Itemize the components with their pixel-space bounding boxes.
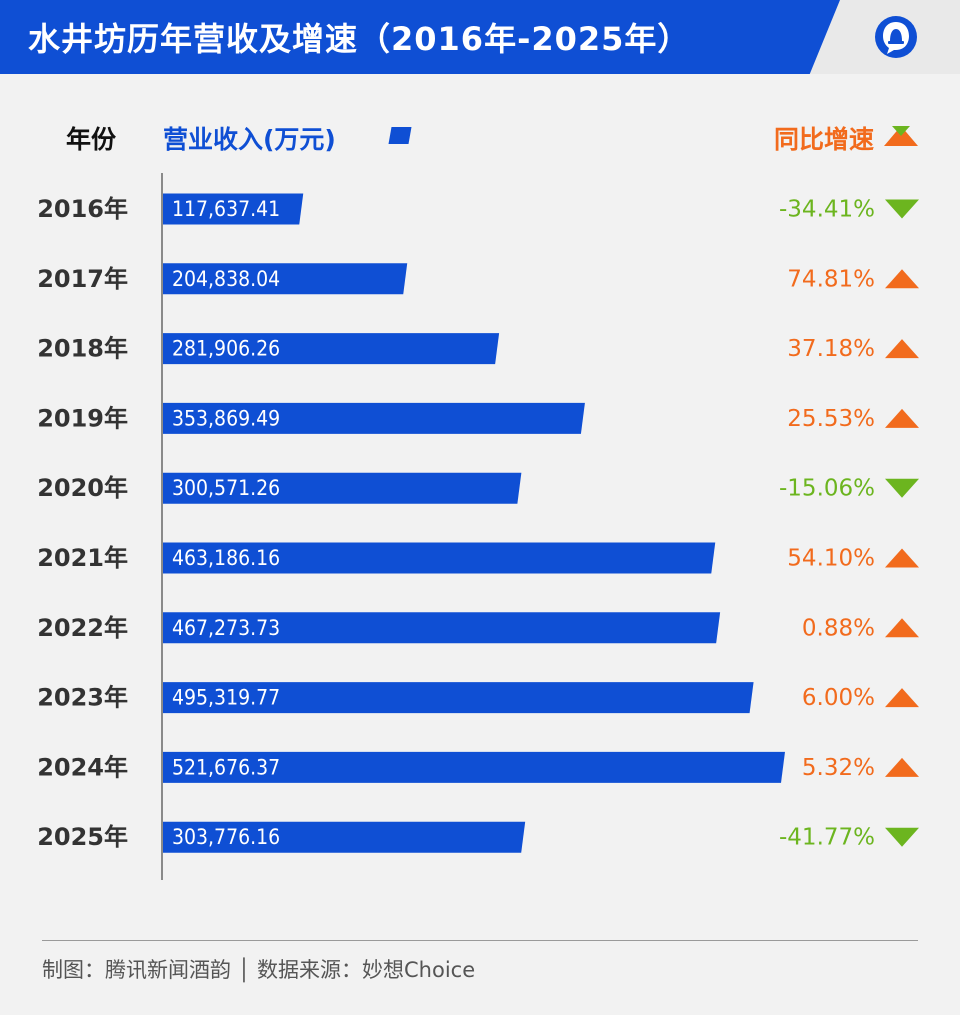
year-label: 2020年 bbox=[37, 474, 128, 502]
year-label: 2025年 bbox=[37, 823, 128, 851]
chart-title: 水井坊历年营收及增速（2016年-2025年） bbox=[28, 20, 691, 58]
up-arrow-icon bbox=[885, 688, 919, 708]
bar-value-label: 521,676.37 bbox=[172, 755, 280, 779]
tencent-news-logo-icon bbox=[875, 16, 917, 58]
bar bbox=[163, 193, 304, 225]
footer-credit: 制图：腾讯新闻酒韵 │ 数据来源：妙想Choice bbox=[42, 958, 476, 982]
y-axis-line bbox=[161, 173, 163, 880]
title-bar: 水井坊历年营收及增速（2016年-2025年） bbox=[0, 0, 840, 74]
bar-value-label: 467,273.73 bbox=[172, 616, 280, 640]
bar-value-label: 303,776.16 bbox=[172, 825, 280, 849]
down-arrow-icon bbox=[885, 199, 919, 219]
up-arrow-icon bbox=[885, 618, 919, 638]
growth-legend-icon bbox=[884, 126, 918, 146]
up-arrow-icon bbox=[885, 548, 919, 568]
year-label: 2017年 bbox=[37, 265, 128, 293]
year-label: 2023年 bbox=[37, 684, 128, 712]
bar bbox=[163, 612, 721, 644]
growth-label: 25.53% bbox=[787, 406, 875, 432]
bar-value-label: 495,319.77 bbox=[172, 686, 280, 710]
growth-label: 54.10% bbox=[787, 546, 875, 572]
up-arrow-icon bbox=[885, 339, 919, 359]
bar bbox=[163, 402, 585, 434]
bar bbox=[163, 821, 526, 853]
column-header-revenue: 营业收入(万元) bbox=[163, 125, 336, 154]
year-label: 2022年 bbox=[37, 614, 128, 642]
down-arrow-icon bbox=[885, 478, 919, 498]
bar-value-label: 117,637.41 bbox=[172, 197, 280, 221]
bar bbox=[163, 751, 785, 783]
bar bbox=[163, 542, 716, 574]
growth-label: 6.00% bbox=[802, 685, 875, 711]
growth-label: 74.81% bbox=[787, 266, 875, 292]
up-arrow-icon bbox=[885, 269, 919, 289]
down-arrow-icon bbox=[885, 827, 919, 847]
bar bbox=[163, 333, 500, 365]
bar-value-label: 204,838.04 bbox=[172, 267, 280, 291]
growth-label: -34.41% bbox=[779, 197, 875, 223]
growth-label: 5.32% bbox=[802, 755, 875, 781]
bar bbox=[163, 263, 408, 295]
year-label: 2019年 bbox=[37, 404, 128, 432]
header-band: 水井坊历年营收及增速（2016年-2025年） bbox=[0, 0, 960, 74]
year-label: 2021年 bbox=[37, 544, 128, 572]
bar bbox=[163, 682, 754, 714]
footer-divider bbox=[42, 940, 918, 941]
column-header-growth: 同比增速 bbox=[773, 125, 874, 154]
year-label: 2018年 bbox=[37, 335, 128, 363]
up-arrow-icon bbox=[885, 757, 919, 777]
year-label: 2024年 bbox=[37, 753, 128, 781]
growth-label: 37.18% bbox=[787, 336, 875, 362]
bar-value-label: 353,869.49 bbox=[172, 406, 280, 430]
growth-label: -41.77% bbox=[779, 825, 875, 851]
column-header-year: 年份 bbox=[66, 125, 117, 154]
bar-value-label: 463,186.16 bbox=[172, 546, 280, 570]
year-label: 2016年 bbox=[37, 195, 128, 223]
bar bbox=[163, 472, 522, 504]
bar-value-label: 300,571.26 bbox=[172, 476, 280, 500]
up-arrow-icon bbox=[885, 408, 919, 428]
growth-label: 0.88% bbox=[802, 615, 875, 641]
growth-label: -15.06% bbox=[779, 476, 875, 502]
bar-value-label: 281,906.26 bbox=[172, 337, 280, 361]
